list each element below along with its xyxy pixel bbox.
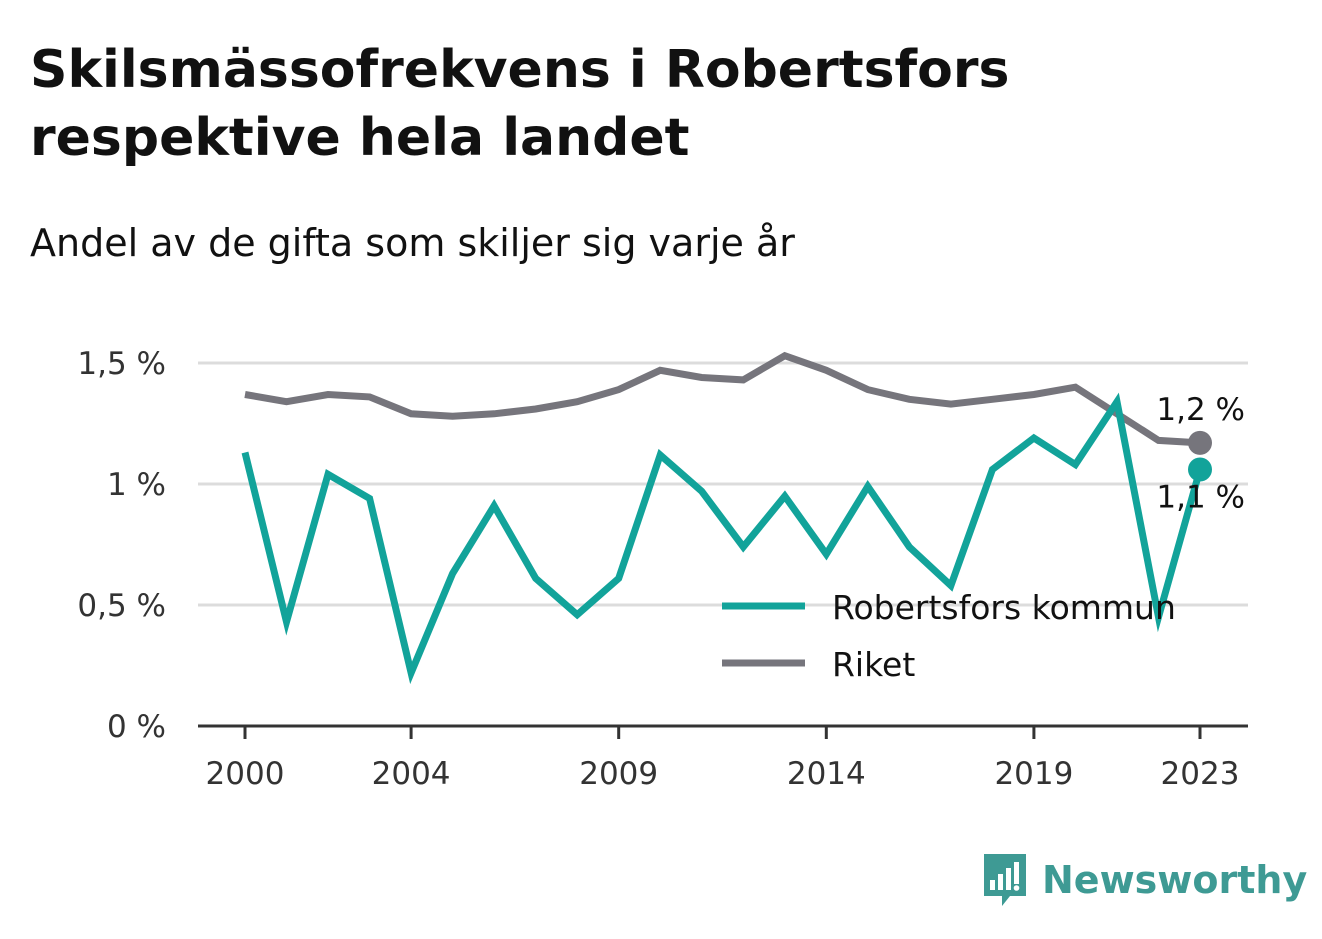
newsworthy-logo-icon xyxy=(984,854,1026,906)
legend: Robertsfors kommun Riket xyxy=(722,588,1176,684)
chart-subtitle: Andel av de gifta som skiljer sig varje … xyxy=(30,221,795,265)
x-tick-label: 2004 xyxy=(372,756,451,792)
x-tick-label: 2019 xyxy=(994,756,1073,792)
x-tick-label: 2000 xyxy=(206,756,285,792)
legend-label-riket: Riket xyxy=(832,645,915,684)
x-tick-label: 2009 xyxy=(579,756,658,792)
series-line-riket xyxy=(244,351,1201,447)
end-point-robertsfors xyxy=(1188,457,1212,482)
end-markers: 1,1 % 1,2 % xyxy=(1156,392,1245,516)
x-axis: 2000 2004 2009 2014 2019 2023 xyxy=(198,724,1248,792)
end-label-robertsfors: 1,1 % xyxy=(1156,479,1245,515)
chart-title: Skilsmässofrekvens i Robertsfors respekt… xyxy=(30,40,1010,168)
y-tick-label: 1,5 % xyxy=(77,346,166,382)
brand-name: Newsworthy xyxy=(1042,858,1308,902)
x-tick-label: 2023 xyxy=(1161,756,1240,792)
newsworthy-logo: Newsworthy xyxy=(980,850,1307,910)
x-tick-label: 2014 xyxy=(787,756,866,792)
y-tick-label: 1 % xyxy=(107,467,166,503)
series-line-robertsfors xyxy=(241,392,1204,685)
end-point-riket xyxy=(1188,430,1212,455)
y-tick-label: 0 % xyxy=(107,709,166,745)
y-tick-label: 0,5 % xyxy=(77,588,166,624)
series-lines xyxy=(241,351,1204,685)
end-label-riket: 1,2 % xyxy=(1156,392,1245,428)
legend-label-robertsfors: Robertsfors kommun xyxy=(832,588,1176,627)
y-axis-ticks: 0 % 0,5 % 1 % 1,5 % xyxy=(77,346,166,745)
